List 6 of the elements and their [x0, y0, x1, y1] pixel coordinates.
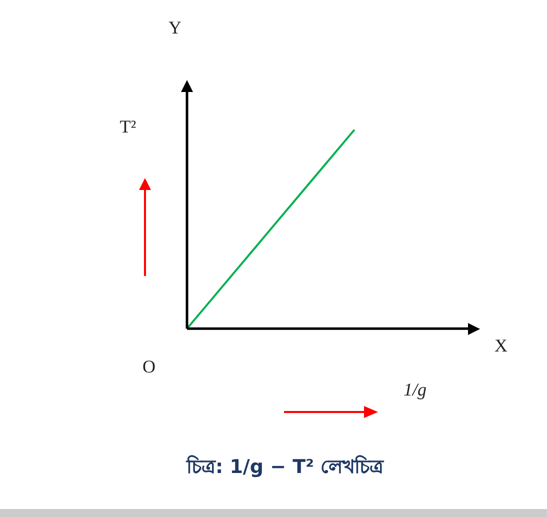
text: Y	[168, 18, 182, 38]
text: X	[494, 336, 508, 356]
y-axis-title: T²	[120, 116, 136, 138]
text: চিত্র: 1/g − T² লেখচিত্র	[186, 454, 384, 480]
x-axis-title: 1/g	[403, 380, 427, 400]
text: O	[142, 356, 156, 378]
